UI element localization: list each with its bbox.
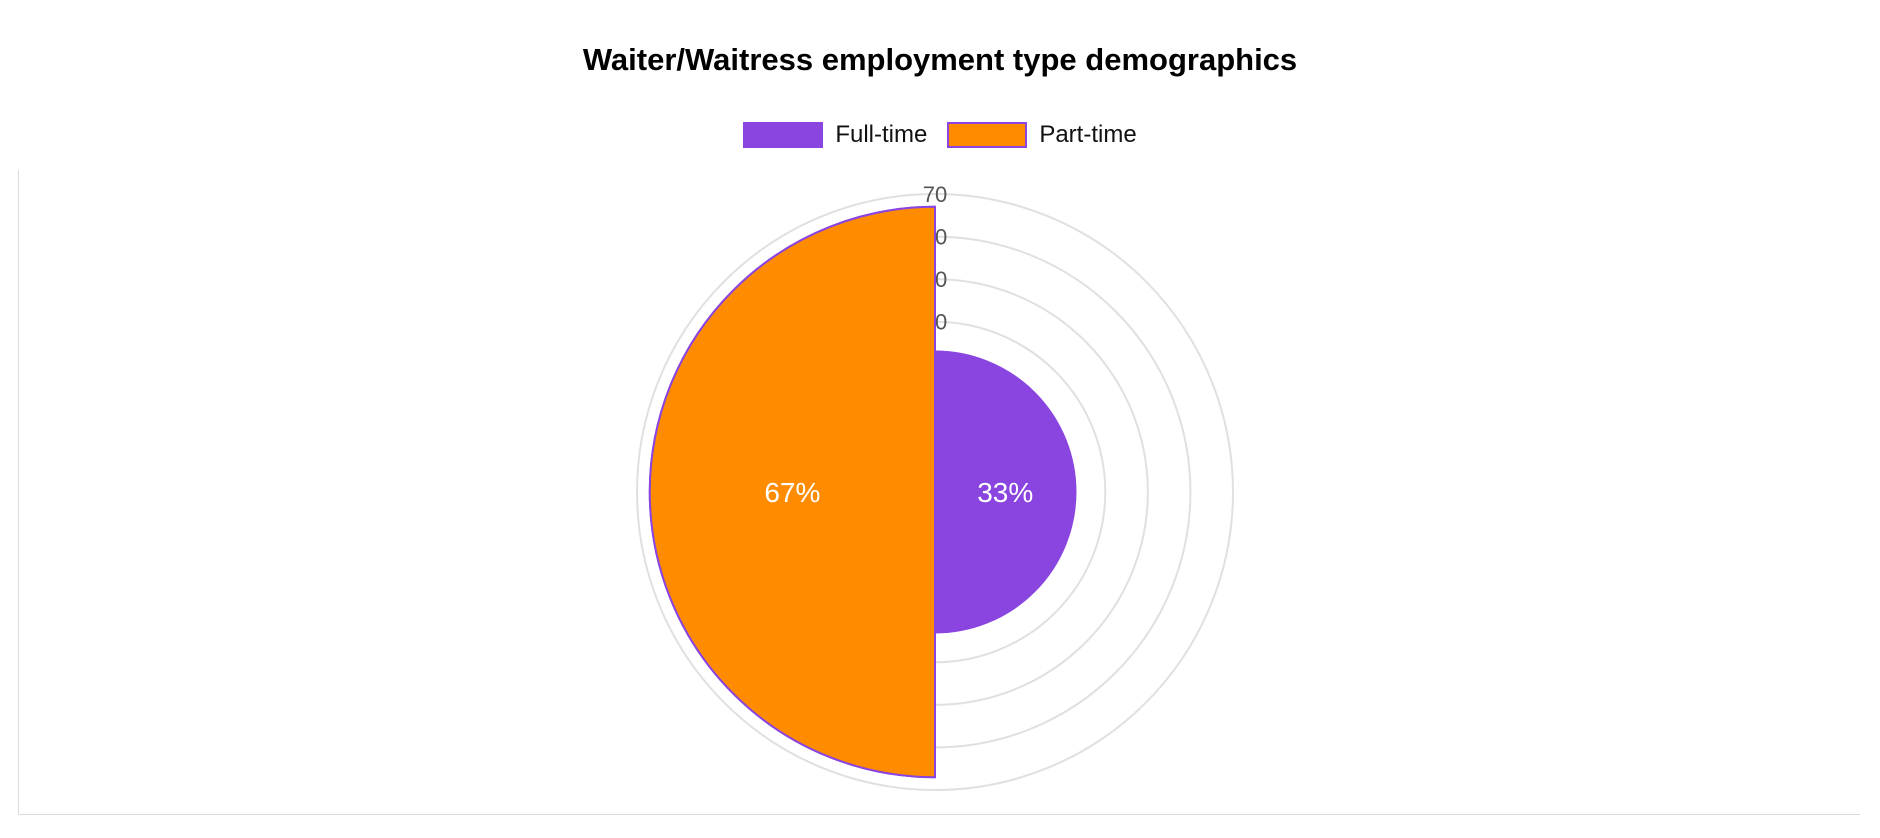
slice-value-labels: 33% 67%	[764, 477, 1033, 508]
chart-legend: Full-time Part-time	[0, 121, 1880, 149]
slice-label-full-time: 33%	[977, 477, 1033, 508]
grid-circle-70	[636, 193, 1234, 791]
plot-area-bottom-border	[18, 814, 1860, 815]
legend-item-full-time[interactable]: Full-time	[743, 121, 927, 149]
legend-swatch-part-time	[947, 122, 1028, 148]
legend-label-full-time: Full-time	[835, 121, 928, 148]
legend-label-part-time: Part-time	[1039, 121, 1137, 148]
legend-item-part-time[interactable]: Part-time	[947, 121, 1137, 149]
plot-area-left-border	[18, 170, 19, 814]
tick-occlusion	[648, 205, 935, 779]
tick-label-70: 70	[923, 182, 947, 207]
legend-swatch-full-time	[743, 122, 824, 148]
chart-title: Waiter/Waitress employment type demograp…	[582, 42, 1298, 77]
slice-full-time[interactable]	[934, 350, 1077, 634]
slice-label-part-time: 67%	[764, 477, 820, 508]
